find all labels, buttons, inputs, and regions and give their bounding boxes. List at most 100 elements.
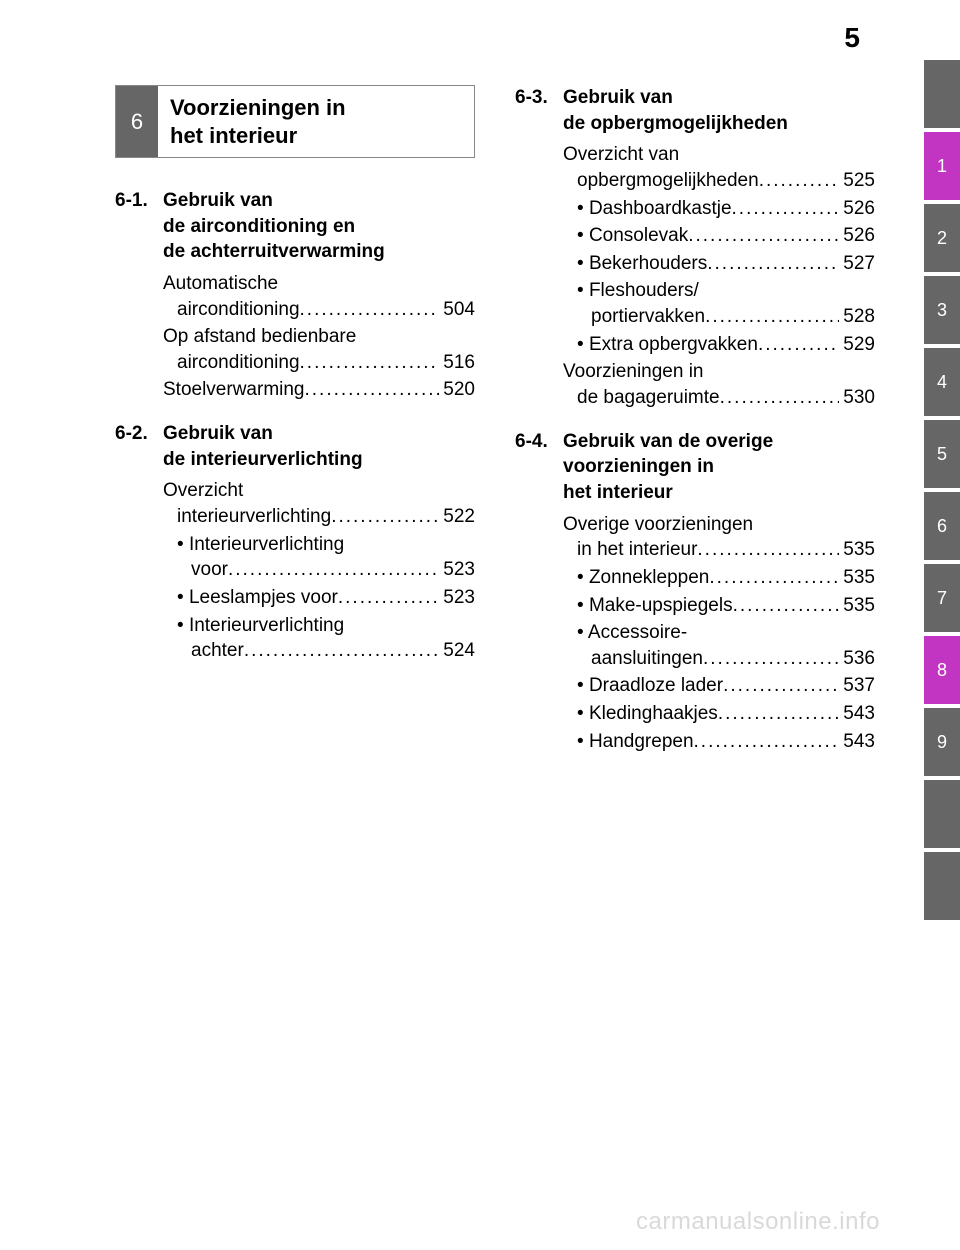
entry-line: Automatische <box>163 271 475 297</box>
leader-dots <box>688 223 839 249</box>
side-tab-1[interactable]: 1 <box>924 132 960 200</box>
side-tab-5[interactable]: 5 <box>924 420 960 488</box>
entry-label: portiervakken <box>591 304 705 330</box>
entry-label: Extra opbergvakken <box>577 332 758 358</box>
entry-page: 543 <box>839 729 875 755</box>
toc-subentry[interactable]: Interieurverlichting achter524 <box>163 613 475 664</box>
leader-dots <box>244 638 439 664</box>
entry-label: Zonnekleppen <box>577 565 709 591</box>
section-num: 6-2. <box>115 421 163 472</box>
leader-dots <box>707 251 839 277</box>
leader-dots <box>228 557 439 583</box>
entry-page: 523 <box>439 557 475 583</box>
section-title-l2: de opbergmogelijkheden <box>563 113 788 134</box>
toc-entry[interactable]: Stoelverwarming 520 <box>163 377 475 403</box>
entry-line: Accessoire- <box>577 620 875 646</box>
section-title-l1: Gebruik van <box>563 87 673 108</box>
side-tab-9[interactable]: 9 <box>924 708 960 776</box>
toc-subentry[interactable]: Interieurverlichting voor523 <box>163 532 475 583</box>
chapter-title-line2: het interieur <box>170 123 297 148</box>
toc-subentry[interactable]: Kledinghaakjes543 <box>563 701 875 727</box>
section-6-3-head: 6-3. Gebruik van de opbergmogelijkheden <box>515 85 875 136</box>
side-tab-8[interactable]: 8 <box>924 636 960 704</box>
leader-dots <box>703 646 839 672</box>
entry-label: opbergmogelijkheden <box>577 168 759 194</box>
toc-subentry[interactable]: Consolevak526 <box>563 223 875 249</box>
page: 5 6 Voorzieningen in het interieur 6-1. … <box>0 0 960 1250</box>
entry-page: 516 <box>439 350 475 376</box>
leader-dots <box>705 304 839 330</box>
entry-label: airconditioning <box>177 297 300 323</box>
section-title: Gebruik van de interieurverlichting <box>163 421 475 472</box>
side-tab-3[interactable]: 3 <box>924 276 960 344</box>
column-right: 6-3. Gebruik van de opbergmogelijkheden … <box>515 85 875 772</box>
entry-line: Overzicht <box>163 478 475 504</box>
entry-label: Stoelverwarming <box>163 377 305 403</box>
section-6-3-entries: Overzicht van opbergmogelijkheden525 Das… <box>515 142 875 410</box>
leader-dots <box>305 377 440 403</box>
leader-dots <box>758 332 839 358</box>
section-title: Gebruik van de airconditioning en de ach… <box>163 188 475 265</box>
toc-subentry[interactable]: Dashboardkastje526 <box>563 196 875 222</box>
section-title-l1: Gebruik van <box>163 190 273 211</box>
toc-subentry[interactable]: Accessoire- aansluitingen536 <box>563 620 875 671</box>
side-tab-7[interactable]: 7 <box>924 564 960 632</box>
entry-label: Handgrepen <box>577 729 694 755</box>
section-title: Gebruik van de opbergmogelijkheden <box>563 85 875 136</box>
side-tab-blank-b[interactable] <box>924 852 960 920</box>
toc-entry[interactable]: Voorzieningen in de bagageruimte530 <box>563 359 875 410</box>
entry-page: 524 <box>439 638 475 664</box>
toc-entry[interactable]: Overzicht interieurverlichting522 <box>163 478 475 529</box>
leader-dots <box>718 701 839 727</box>
entry-page: 535 <box>839 565 875 591</box>
entry-page: 504 <box>439 297 475 323</box>
toc-subentry[interactable]: Zonnekleppen 535 <box>563 565 875 591</box>
section-6-4-entries: Overige voorzieningen in het interieur53… <box>515 512 875 755</box>
section-title-l2: de interieurverlichting <box>163 449 363 470</box>
side-tab-2[interactable]: 2 <box>924 204 960 272</box>
entry-label: Consolevak <box>577 223 688 249</box>
side-tab-blank-top[interactable] <box>924 60 960 128</box>
section-title: Gebruik van de overige voorzieningen in … <box>563 429 875 506</box>
side-tab-4[interactable]: 4 <box>924 348 960 416</box>
toc-subentry[interactable]: Extra opbergvakken 529 <box>563 332 875 358</box>
entry-page: 523 <box>439 585 475 611</box>
toc-subentry[interactable]: Fleshouders/ portiervakken528 <box>563 278 875 329</box>
chapter-header: 6 Voorzieningen in het interieur <box>115 85 475 158</box>
entry-line: Voorzieningen in <box>563 359 875 385</box>
entry-page: 529 <box>839 332 875 358</box>
chapter-number: 6 <box>116 86 158 157</box>
toc-subentry[interactable]: Make-upspiegels535 <box>563 593 875 619</box>
leader-dots <box>733 593 840 619</box>
toc-entry[interactable]: Automatische airconditioning 504 <box>163 271 475 322</box>
toc-subentry[interactable]: Bekerhouders527 <box>563 251 875 277</box>
section-num: 6-3. <box>515 85 563 136</box>
entry-label: Dashboardkastje <box>577 196 732 222</box>
section-title-l1: Gebruik van <box>163 423 273 444</box>
section-num: 6-4. <box>515 429 563 506</box>
entry-label: de bagageruimte <box>577 385 720 411</box>
toc-subentry[interactable]: Draadloze lader537 <box>563 673 875 699</box>
section-title-l3: het interieur <box>563 482 673 503</box>
leader-dots <box>759 168 840 194</box>
leader-dots <box>720 385 840 411</box>
section-6-1-head: 6-1. Gebruik van de airconditioning en d… <box>115 188 475 265</box>
leader-dots <box>331 504 439 530</box>
side-tabs: 1 2 3 4 5 6 7 8 9 <box>924 60 960 924</box>
leader-dots <box>300 297 440 323</box>
toc-entry[interactable]: Overzicht van opbergmogelijkheden525 <box>563 142 875 193</box>
entry-label: interieurverlichting <box>177 504 331 530</box>
side-tab-blank-a[interactable] <box>924 780 960 848</box>
entry-page: 520 <box>439 377 475 403</box>
section-6-4-head: 6-4. Gebruik van de overige voorzieninge… <box>515 429 875 506</box>
entry-page: 536 <box>839 646 875 672</box>
toc-entry[interactable]: Overige voorzieningen in het interieur53… <box>563 512 875 563</box>
chapter-title: Voorzieningen in het interieur <box>158 86 474 157</box>
entry-label: Bekerhouders <box>577 251 707 277</box>
toc-subentry[interactable]: Leeslampjes voor523 <box>163 585 475 611</box>
side-tab-6[interactable]: 6 <box>924 492 960 560</box>
toc-entry[interactable]: Op afstand bedienbare airconditioning516 <box>163 324 475 375</box>
column-left: 6 Voorzieningen in het interieur 6-1. Ge… <box>115 85 475 772</box>
toc-subentry[interactable]: Handgrepen 543 <box>563 729 875 755</box>
section-num: 6-1. <box>115 188 163 265</box>
